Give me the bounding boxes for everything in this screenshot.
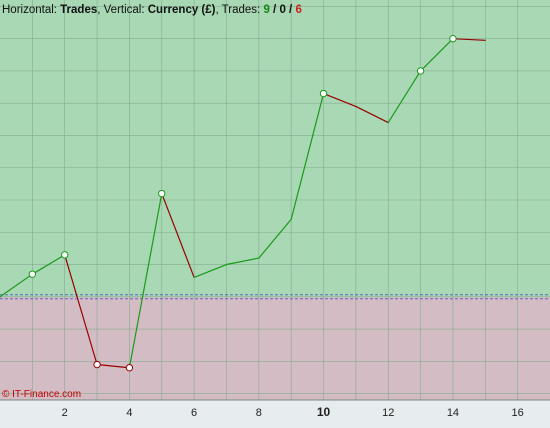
gain-segment [193, 263, 228, 279]
loss-segment [322, 92, 357, 108]
trade-marker [158, 189, 166, 198]
gain-segment [290, 92, 325, 220]
trades-label: , Trades: [216, 4, 264, 16]
x-tick-label: 8 [256, 407, 262, 419]
loss-segment [64, 254, 98, 366]
gridlines [0, 0, 550, 401]
gain-segment [31, 254, 66, 275]
equity-series [0, 38, 486, 369]
x-tick-label: 6 [191, 407, 197, 419]
trades-win-count: 9 [263, 4, 269, 16]
gain-segment [0, 273, 33, 298]
x-tick-label: 16 [512, 407, 524, 419]
x-tick-label: 4 [126, 407, 132, 419]
trades-loss-count: 6 [295, 4, 301, 16]
x-tick-label: 14 [447, 407, 459, 419]
gain-segment [258, 218, 292, 259]
horizontal-value: Trades [60, 4, 97, 16]
horizontal-label: Horizontal: [2, 4, 60, 16]
loss-segment [161, 192, 195, 279]
chart-header: Horizontal: Trades, Vertical: Currency (… [2, 4, 302, 16]
loss-zone [0, 296, 550, 400]
trade-marker [61, 251, 69, 259]
zero-baseline [0, 294, 550, 300]
trades-separator: / [270, 4, 280, 16]
trades-separator: / [286, 4, 296, 16]
trade-marker [449, 35, 457, 43]
loss-segment [355, 105, 389, 124]
trade-marker [93, 360, 101, 369]
trades-even-count: 0 [279, 4, 285, 16]
profit-zone [0, 0, 550, 297]
loss-segment [452, 38, 486, 41]
trade-marker [28, 270, 37, 278]
trade-marker [125, 364, 134, 372]
trade-marker [416, 67, 425, 75]
x-tick-label: 2 [62, 407, 68, 419]
vertical-label: , Vertical: [97, 4, 148, 16]
trade-marker [319, 89, 328, 98]
x-axis-ticks: 2 4 6 8 10 12 14 16 [62, 405, 524, 419]
copyright-text: © IT-Finance.com [2, 389, 81, 400]
x-tick-label: 10 [317, 405, 331, 419]
vertical-value: Currency (£) [148, 4, 216, 16]
loss-segment [96, 363, 131, 369]
gain-segment [225, 257, 260, 266]
gain-segment [387, 70, 422, 124]
x-tick-label: 12 [382, 407, 394, 419]
gain-segment [419, 38, 454, 72]
gain-segment [128, 192, 163, 369]
trade-markers [28, 35, 457, 372]
